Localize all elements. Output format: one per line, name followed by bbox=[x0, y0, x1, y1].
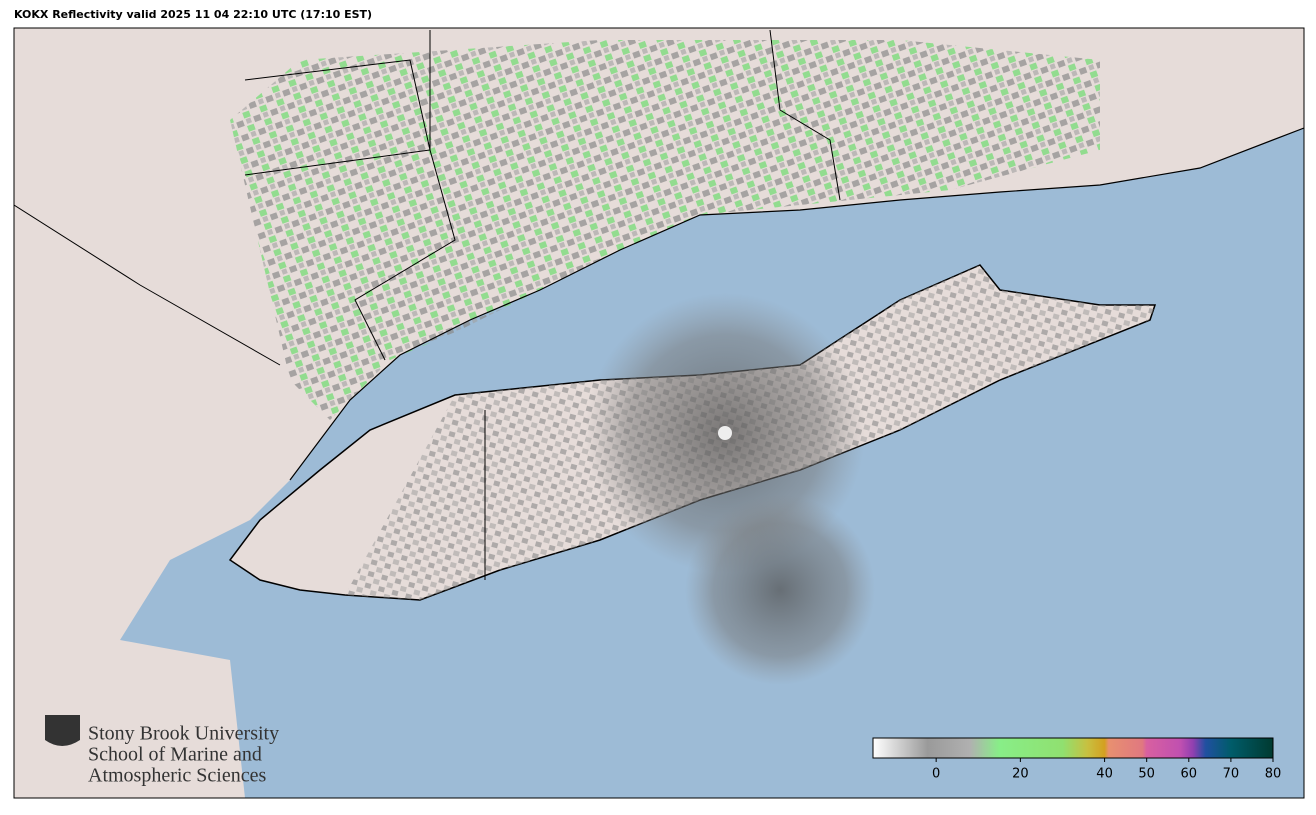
logo: Stony Brook University School of Marine … bbox=[45, 715, 279, 787]
colorbar-tick-label: 80 bbox=[1265, 767, 1282, 782]
border bbox=[769, 29, 841, 201]
radar-echo bbox=[685, 495, 875, 685]
colorbar-tick-label: 20 bbox=[1012, 767, 1029, 782]
colorbar-tick-label: 70 bbox=[1223, 767, 1240, 782]
logo-text: School of Marine and bbox=[88, 744, 262, 766]
map-body: Stony Brook University School of Marine … bbox=[14, 28, 1304, 798]
radar-site bbox=[718, 426, 732, 440]
logo-text: Stony Brook University bbox=[88, 723, 279, 745]
border bbox=[354, 30, 456, 361]
colorbar-tick-label: 50 bbox=[1138, 767, 1155, 782]
colorbar-tick-label: 60 bbox=[1181, 767, 1198, 782]
border bbox=[14, 204, 281, 366]
colorbar-tick-label: 0 bbox=[932, 767, 940, 782]
colorbar: 0 20 40 50 60 70 80 bbox=[872, 737, 1282, 782]
map-title: KOKX Reflectivity valid 2025 11 04 22:10… bbox=[14, 8, 372, 21]
logo-shield bbox=[45, 715, 80, 746]
logo-text: Atmospheric Sciences bbox=[88, 765, 266, 787]
border bbox=[244, 59, 431, 176]
colorbar-tick-label: 40 bbox=[1096, 767, 1113, 782]
map-frame bbox=[13, 27, 1305, 799]
coastline bbox=[289, 127, 1304, 481]
colorbar-fill bbox=[872, 737, 1274, 759]
